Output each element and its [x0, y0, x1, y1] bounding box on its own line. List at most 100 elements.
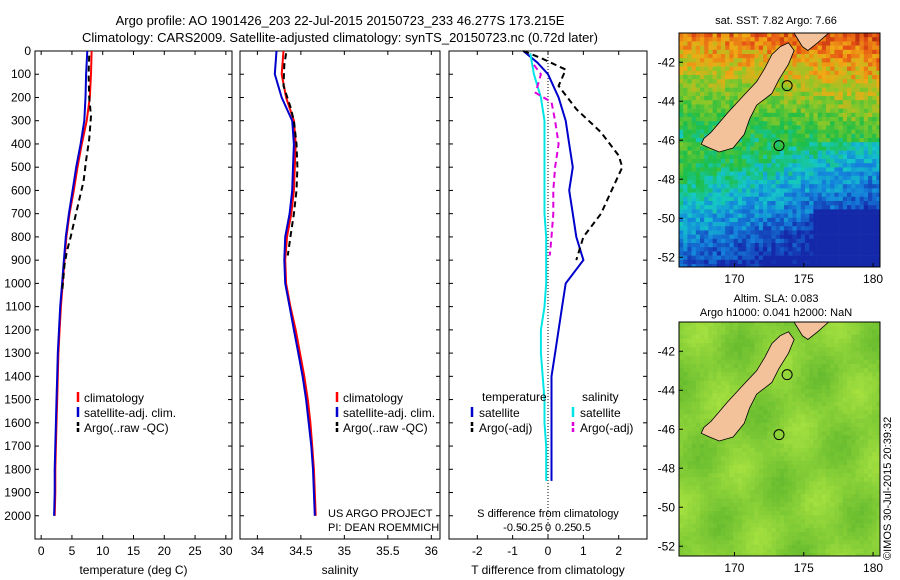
map-cell: [842, 490, 848, 495]
map-cell: [859, 397, 865, 403]
map-cell: [771, 133, 776, 139]
map-cell: [851, 49, 856, 55]
map-cell: [767, 41, 772, 46]
map-cell: [834, 75, 839, 80]
map-cell: [691, 427, 697, 432]
map-cell: [700, 79, 705, 84]
map-cell: [683, 334, 688, 340]
map-cell: [708, 54, 713, 59]
map-cell: [750, 364, 755, 369]
map-cell: [725, 222, 730, 227]
map-cell: [712, 100, 718, 105]
map-cell: [805, 389, 810, 394]
map-cell: [729, 372, 734, 377]
map-cell: [691, 138, 697, 143]
map-cell: [830, 372, 835, 377]
map-cell: [834, 138, 839, 143]
map-cell: [868, 359, 873, 365]
map-cell: [779, 460, 785, 466]
map-cell: [691, 159, 697, 164]
map-cell: [792, 54, 797, 59]
map-cell: [838, 443, 844, 449]
map-cell: [758, 196, 764, 202]
map-cell: [716, 217, 722, 223]
map-cell: [868, 66, 873, 72]
map-cell: [767, 469, 772, 474]
map-cell: [746, 129, 751, 135]
map-cell: [725, 192, 730, 198]
map-cell: [851, 117, 856, 122]
map-cell: [809, 380, 814, 386]
map-cell: [821, 364, 827, 369]
map-cell: [716, 389, 722, 394]
map-cell: [683, 477, 688, 482]
map-cell: [851, 473, 856, 478]
map-cell: [838, 138, 844, 143]
map-cell: [784, 264, 789, 267]
map-cell: [683, 347, 688, 352]
map-cell: [754, 264, 760, 267]
map-cell: [834, 150, 839, 156]
map-cell: [691, 422, 697, 428]
map-cell: [834, 401, 839, 407]
map-cell: [847, 100, 852, 105]
map-cell: [687, 125, 692, 130]
map-cell: [847, 112, 852, 118]
map-cell: [691, 175, 697, 181]
map-cell: [716, 372, 722, 377]
map-cell: [754, 456, 760, 461]
map-cell: [771, 104, 776, 109]
map-cell: [847, 234, 852, 240]
map-cell: [842, 322, 848, 327]
map-cell: [868, 58, 873, 63]
map-cell: [679, 372, 684, 377]
map-cell: [733, 469, 739, 474]
map-cell: [805, 338, 810, 344]
map-cell: [826, 326, 831, 331]
map-cell: [712, 494, 718, 499]
map-cell: [691, 49, 697, 55]
map-cell: [733, 209, 739, 214]
map-cell: [729, 322, 734, 327]
map-cell: [712, 255, 718, 261]
map-cell: [750, 330, 755, 335]
map-cell: [859, 33, 865, 38]
map-cell: [729, 464, 734, 470]
map-cell: [721, 230, 726, 235]
map-cell: [704, 41, 709, 46]
map-cell: [775, 485, 781, 491]
map-cell: [817, 209, 823, 214]
map-cell: [863, 401, 869, 407]
map-cell: [847, 171, 852, 177]
map-cell: [821, 406, 827, 411]
map-cell: [729, 448, 734, 453]
map-cell: [746, 326, 751, 331]
map-cell: [708, 167, 713, 172]
map-cell: [742, 443, 747, 449]
map-cell: [746, 427, 751, 432]
map-cell: [679, 201, 684, 206]
map-cell: [767, 138, 772, 143]
map-cell: [834, 435, 839, 440]
map-cell: [737, 222, 743, 227]
map-cell: [855, 83, 860, 88]
map-cell: [817, 452, 823, 457]
map-cell: [788, 112, 793, 118]
map-cell: [788, 129, 793, 135]
map-cell: [771, 469, 776, 474]
map-cell: [876, 125, 880, 130]
map-cell: [842, 163, 848, 168]
map-cell: [796, 397, 802, 403]
map-cell: [742, 213, 747, 219]
map-cell: [855, 49, 860, 55]
map-cell: [847, 213, 852, 219]
map-cell: [775, 184, 781, 189]
map-cell: [754, 251, 760, 256]
map-cell: [842, 66, 848, 72]
map-cell: [855, 196, 860, 202]
map-cell: [809, 66, 814, 72]
map-cell: [691, 414, 697, 419]
map-cell: [716, 33, 722, 38]
map-cell: [725, 464, 730, 470]
map-cell: [800, 184, 806, 189]
